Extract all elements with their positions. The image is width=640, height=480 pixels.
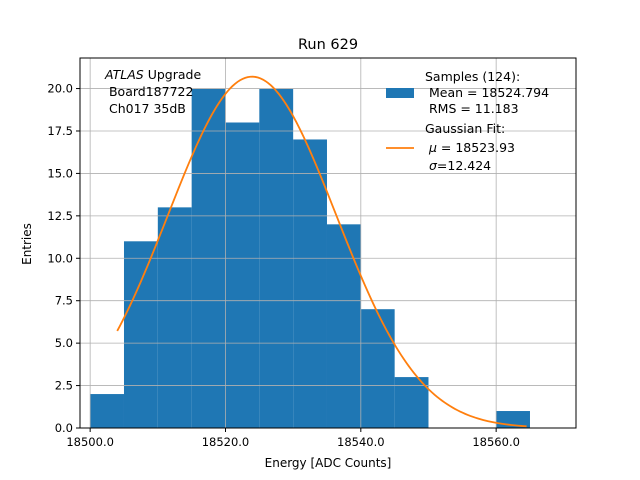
histogram-bar <box>90 394 124 428</box>
y-tick-label: 17.5 <box>47 124 73 138</box>
y-tick-label: 7.5 <box>55 294 73 308</box>
histogram-bar <box>157 207 192 428</box>
histogram-bar <box>293 139 327 428</box>
gaussian-fit-curve <box>116 75 527 428</box>
x-tick-label: 18540.0 <box>337 435 385 449</box>
legend-hist-title: Samples (124): <box>425 69 520 84</box>
y-tick-label: 5.0 <box>55 336 73 350</box>
y-tick-label: 15.0 <box>47 166 73 180</box>
legend-fit-mu: μ = 18523.93 <box>425 140 515 155</box>
axes-frame <box>79 57 577 429</box>
y-axis-label: Entries <box>20 223 34 265</box>
legend-fit-sigma: σ=12.424 <box>425 158 491 173</box>
sigma-value: =12.424 <box>437 158 491 173</box>
sigma-symbol: σ <box>429 158 438 173</box>
x-axis-label: Energy [ADC Counts] <box>265 456 392 470</box>
run-annotation: ATLAS Upgrade Board187722 Ch017 35dB <box>104 67 201 116</box>
histogram-bar <box>225 122 260 428</box>
x-tick-label: 18520.0 <box>202 435 250 449</box>
atlas-upgrade-line: ATLAS Upgrade <box>104 67 201 82</box>
y-tick-label: 12.5 <box>47 209 73 223</box>
histogram-bar <box>326 224 361 428</box>
legend-hist-swatch <box>386 88 414 98</box>
legend: Samples (124): Mean = 18524.794 RMS = 11… <box>386 69 549 173</box>
legend-hist-rms: RMS = 11.183 <box>425 101 519 116</box>
x-tick-label: 18560.0 <box>472 435 520 449</box>
chart-title: Run 629 <box>298 37 358 53</box>
atlas-label: ATLAS <box>104 67 144 82</box>
channel-label: Ch017 35dB <box>105 101 186 116</box>
y-tick-label: 10.0 <box>47 251 73 265</box>
y-tick-label: 0.0 <box>55 421 73 435</box>
legend-hist-mean: Mean = 18524.794 <box>425 85 549 100</box>
histogram-bar <box>360 309 395 428</box>
legend-fit-title: Gaussian Fit: <box>425 121 505 136</box>
upgrade-label: Upgrade <box>144 67 202 82</box>
mu-symbol: μ <box>428 140 437 155</box>
x-tick-label: 18500.0 <box>66 435 114 449</box>
plot-area: 18500.0 18520.0 18540.0 18560.0 0.0 2.5 5.0 7.5… <box>47 57 577 449</box>
y-tick-label: 2.5 <box>55 379 73 393</box>
histogram-bar <box>123 241 158 428</box>
board-label: Board187722 <box>105 84 193 99</box>
mu-value: = 18523.93 <box>437 140 515 155</box>
y-tick-label: 20.0 <box>47 82 73 96</box>
